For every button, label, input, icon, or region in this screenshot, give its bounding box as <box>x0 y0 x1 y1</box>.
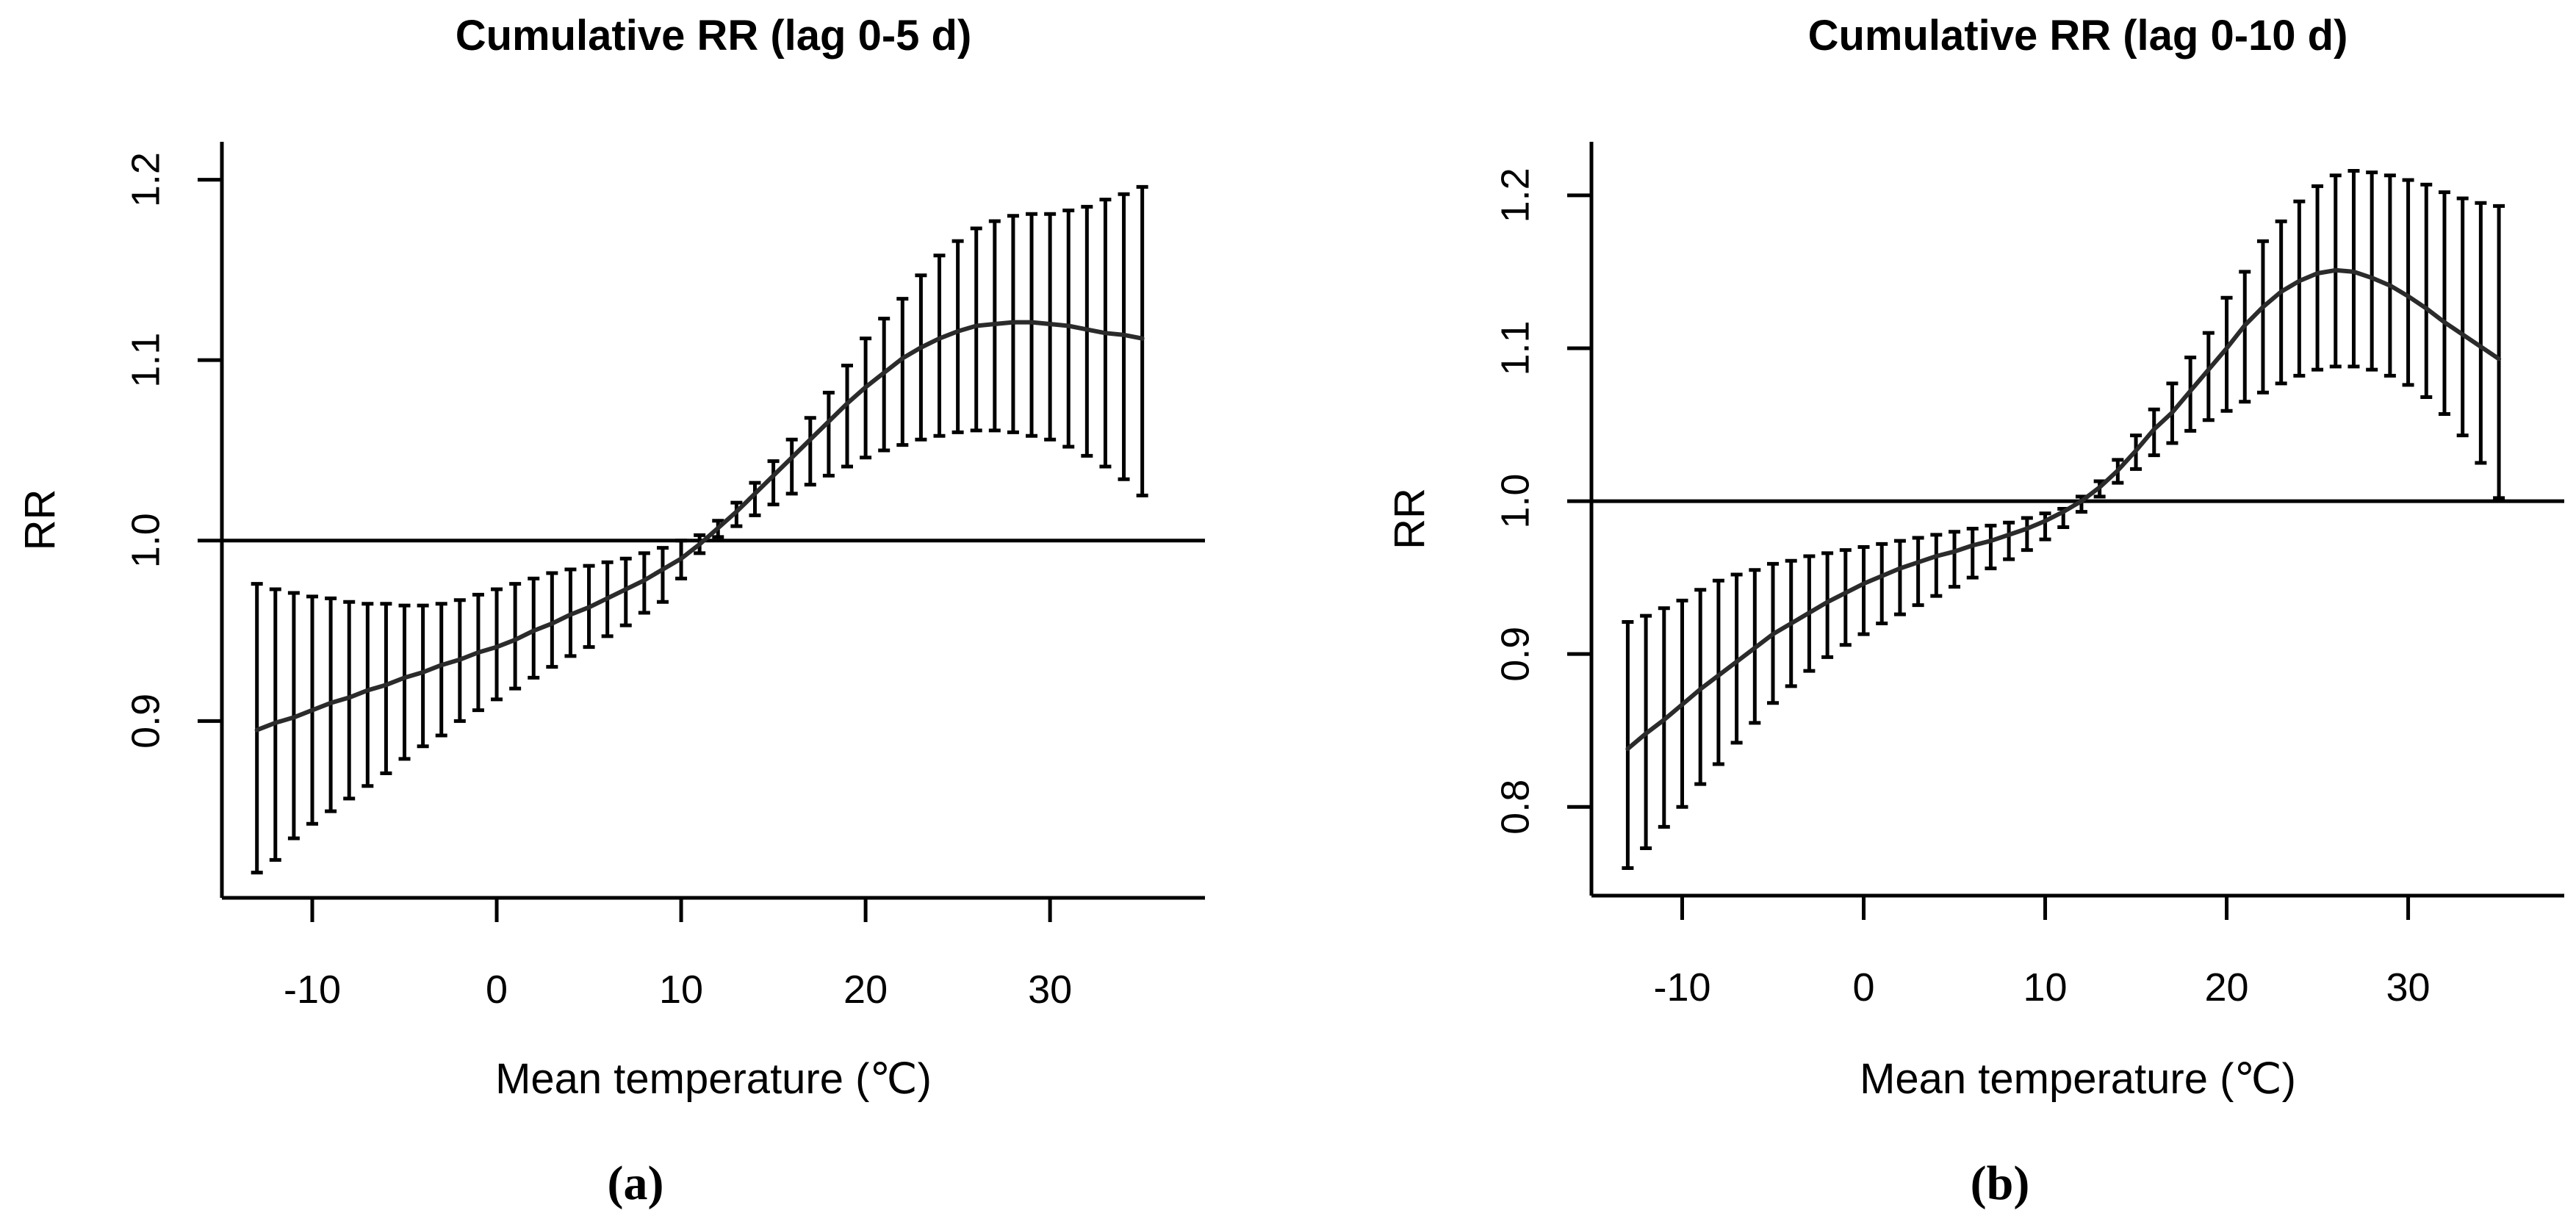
x-tick-label: 30 <box>2386 965 2431 1010</box>
error-bar <box>2021 516 2033 553</box>
error-bar <box>491 587 503 702</box>
y-tick-label: 1.1 <box>1493 320 1537 375</box>
error-bar <box>361 602 374 788</box>
error-bar <box>785 437 798 496</box>
error-bar <box>380 602 392 776</box>
error-bar <box>2311 184 2324 372</box>
error-bar <box>528 576 540 680</box>
error-bar <box>1985 523 1997 571</box>
y-tick-label: 1.0 <box>123 513 168 568</box>
error-bar <box>1912 536 1924 608</box>
y-tick-label: 0.9 <box>1493 627 1537 682</box>
panel-a-title: Cumulative RR (lag 0-5 d) <box>456 12 972 60</box>
x-tick-label: 20 <box>843 968 888 1012</box>
error-bar <box>2256 239 2269 395</box>
error-bar <box>878 317 891 453</box>
error-bar <box>2239 270 2251 404</box>
x-tick-label: 0 <box>1852 965 1874 1010</box>
panel-b: 0.8 0.9 1.0 1.1 1.2 -10 0 10 20 30 Cumulative RR … <box>1386 12 2564 1210</box>
error-bar <box>638 551 650 615</box>
error-bar <box>2475 201 2487 465</box>
error-bar <box>1136 184 1148 497</box>
panel-b-caption: (b) <box>1971 1156 2030 1210</box>
x-tick-label: 10 <box>2023 965 2067 1010</box>
error-bar <box>1821 551 1834 659</box>
error-bar <box>860 337 872 460</box>
x-tick-label: -10 <box>284 968 341 1012</box>
panel-a-caption: (a) <box>608 1156 664 1210</box>
error-bar <box>1044 212 1057 442</box>
error-bar <box>2366 170 2378 372</box>
error-bar <box>2275 219 2287 386</box>
error-bar <box>398 603 411 761</box>
error-bar <box>2456 196 2469 438</box>
error-bar <box>896 297 909 447</box>
error-bar <box>619 556 632 627</box>
panel-a-geometry: 0.9 1.0 1.1 1.2 -10 0 10 20 30 <box>123 142 1205 1012</box>
panel-b-title: Cumulative RR (lag 0-10 d) <box>1808 12 2348 60</box>
error-bar <box>546 571 558 669</box>
error-bar <box>1712 578 1724 766</box>
panel-b-geometry: 0.8 0.9 1.0 1.1 1.2 -10 0 10 20 30 <box>1493 142 2564 1010</box>
error-bar <box>2347 169 2360 369</box>
panel-b-xlabel: Mean temperature (℃) <box>1860 1055 2296 1103</box>
error-bar <box>2420 182 2433 400</box>
error-bar <box>2293 199 2306 378</box>
panel-a: 0.9 1.0 1.1 1.2 -10 0 10 20 30 Cumulative RR (la… <box>16 12 1205 1210</box>
error-bar <box>2220 295 2233 413</box>
error-bar <box>656 546 669 604</box>
error-bar <box>1622 619 1634 871</box>
error-bar <box>749 481 761 517</box>
panel-a-ylabel: RR <box>16 489 64 551</box>
y-tick-label: 0.8 <box>1493 780 1537 835</box>
x-tick-label: 20 <box>2205 965 2249 1010</box>
error-bar <box>343 600 356 801</box>
error-bar <box>1839 548 1852 647</box>
error-bar <box>1062 208 1075 449</box>
y-tick-label: 1.2 <box>1493 168 1537 223</box>
error-bar <box>1949 530 1961 589</box>
error-bar <box>2383 173 2396 378</box>
x-tick-label: 30 <box>1028 968 1072 1012</box>
error-bar <box>951 239 964 434</box>
error-bar <box>822 390 835 478</box>
x-tick-label: 10 <box>659 968 703 1012</box>
error-bar <box>1930 533 1943 598</box>
error-bar <box>435 602 447 738</box>
y-tick-label: 1.2 <box>123 152 168 207</box>
y-tick-label: 0.9 <box>123 694 168 749</box>
error-bar <box>1966 527 1979 580</box>
error-bar <box>2438 190 2450 416</box>
rr-curve <box>254 320 1145 733</box>
error-bar <box>417 603 429 749</box>
rr-curve <box>1625 267 2502 752</box>
x-tick-label: -10 <box>1653 965 1710 1010</box>
error-bar <box>804 416 816 487</box>
y-tick-label: 1.1 <box>123 333 168 388</box>
panel-b-ylabel: RR <box>1386 488 1433 550</box>
y-tick-label: 1.0 <box>1493 474 1537 529</box>
error-bar <box>2402 178 2414 387</box>
error-bar <box>970 226 982 433</box>
error-bar <box>1857 545 1870 636</box>
error-bar <box>1026 212 1038 438</box>
panel-a-xlabel: Mean temperature (℃) <box>495 1055 932 1103</box>
error-bar <box>767 459 780 507</box>
error-bar <box>933 253 946 438</box>
error-bar <box>509 582 522 691</box>
error-bar <box>2039 511 2051 541</box>
error-bar <box>1730 572 1743 745</box>
error-bar <box>915 273 927 442</box>
x-tick-label: 0 <box>486 968 508 1012</box>
error-bar <box>2493 204 2505 500</box>
error-bar <box>2202 331 2215 422</box>
error-bar <box>2003 520 2015 561</box>
error-bar <box>841 364 853 469</box>
error-bar <box>1876 541 1888 626</box>
error-bar <box>1893 539 1906 616</box>
